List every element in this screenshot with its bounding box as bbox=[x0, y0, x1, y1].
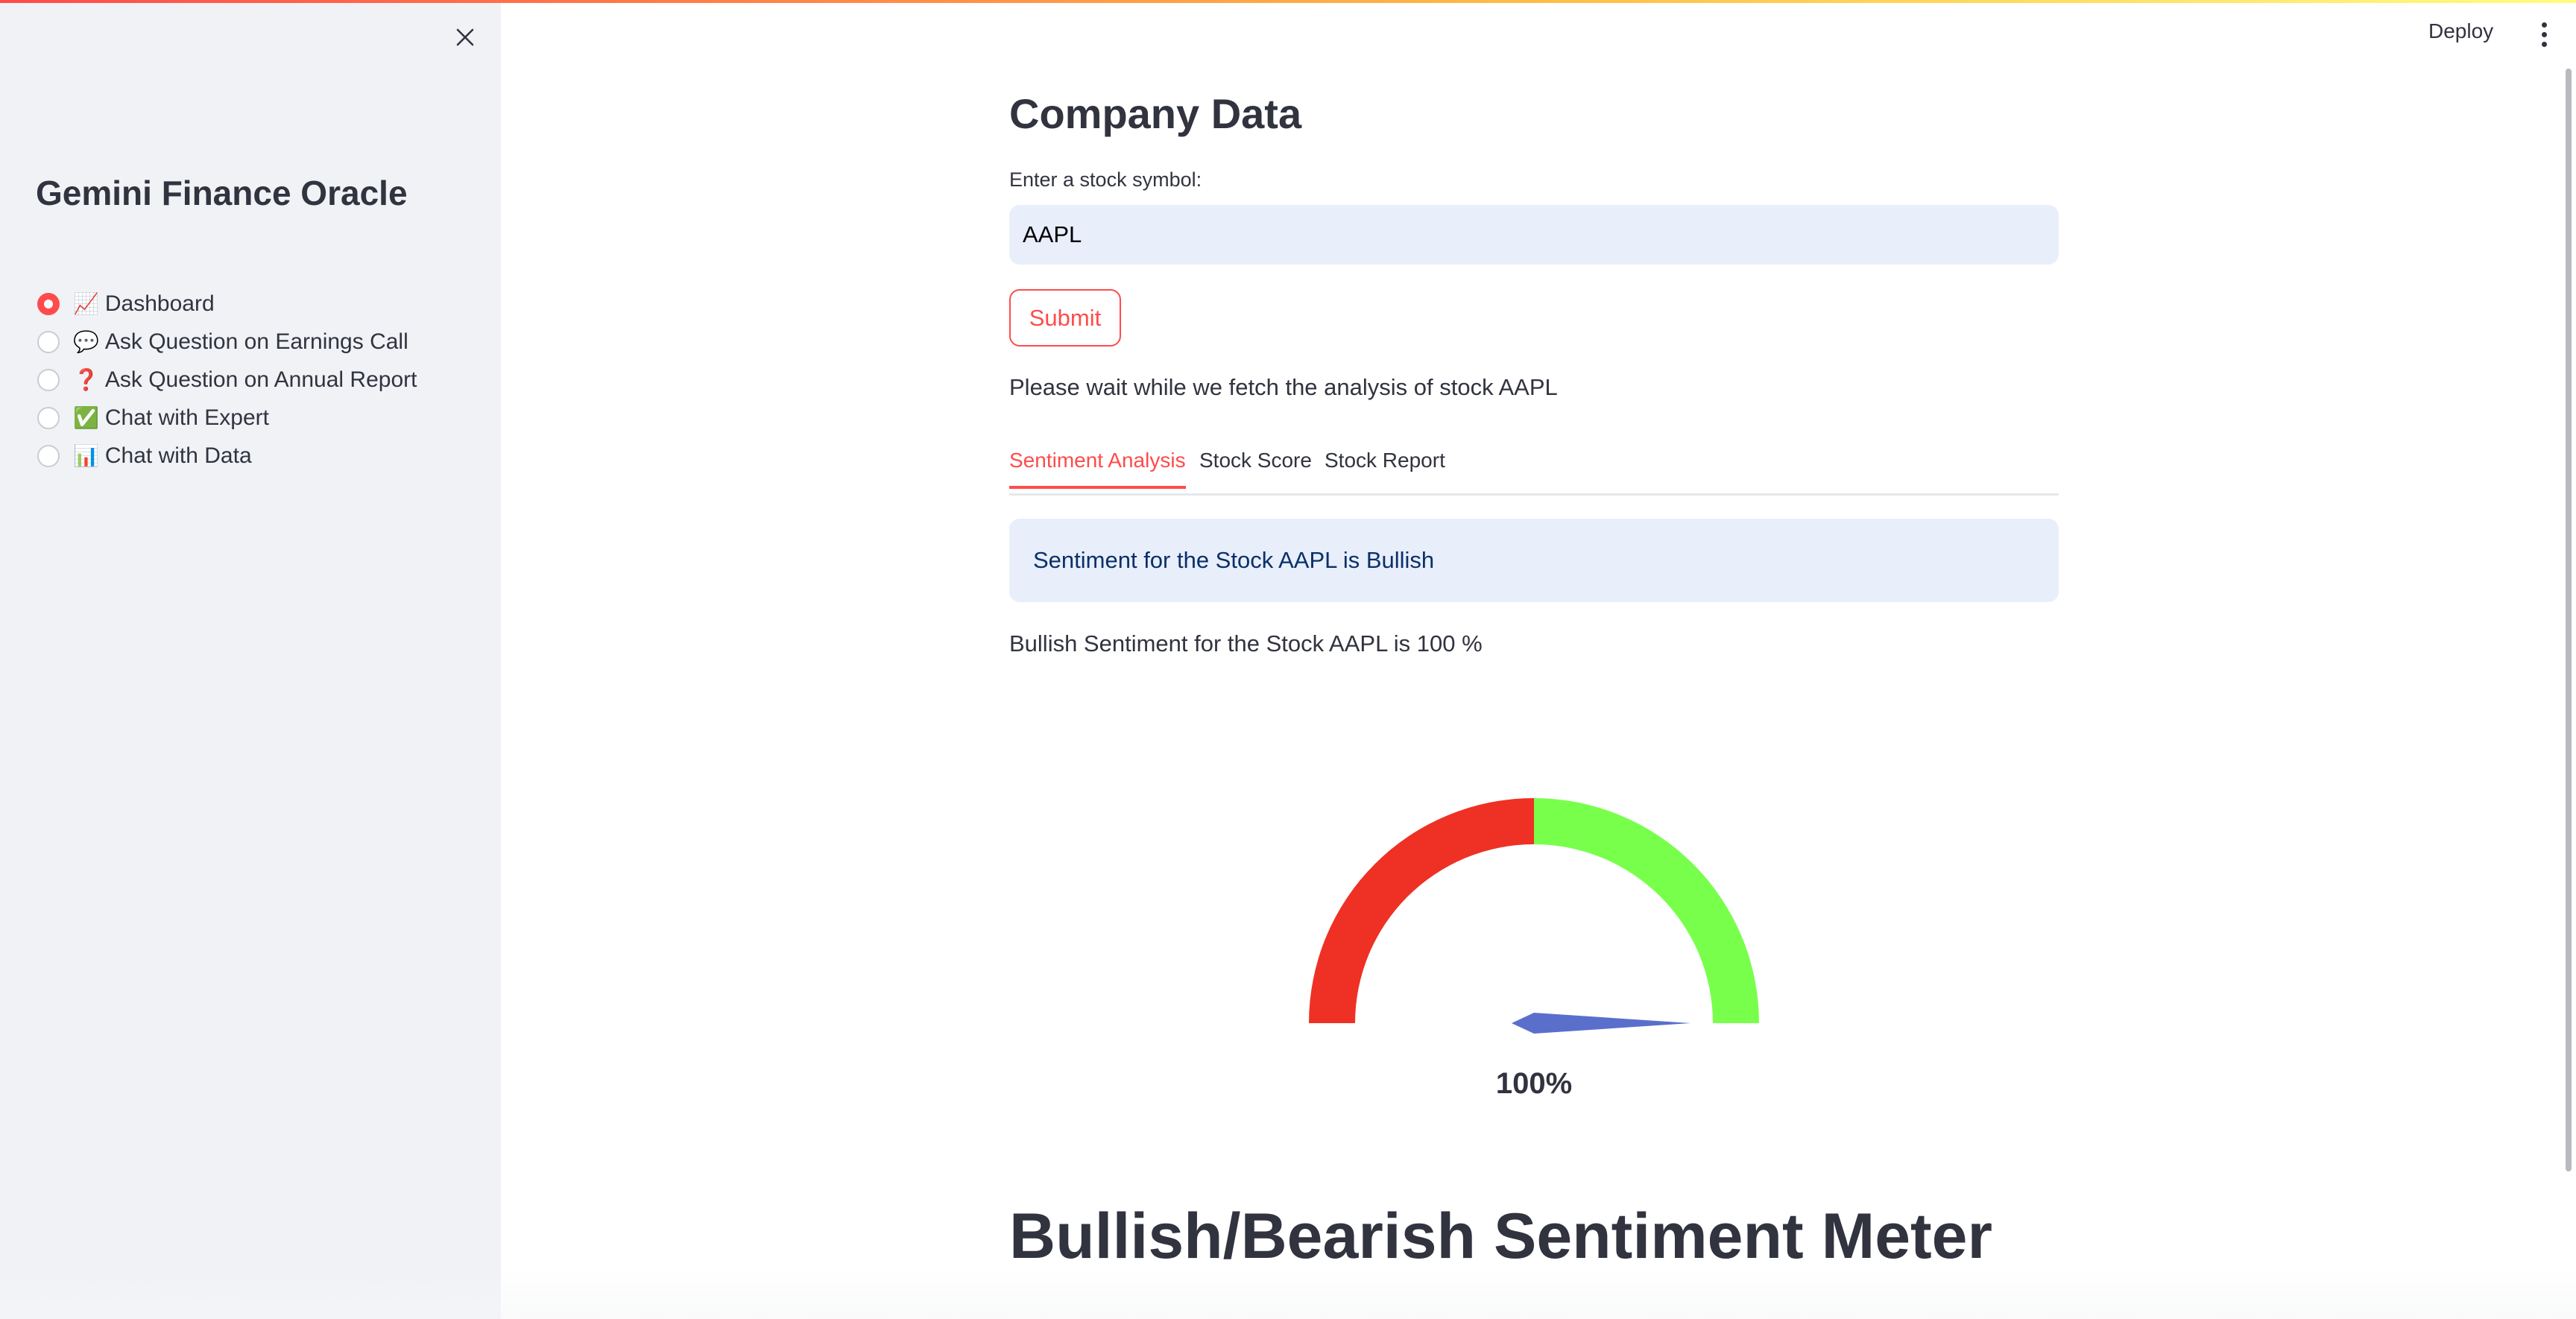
speech-bubble-icon: 💬 bbox=[73, 330, 99, 353]
gauge-bullish-arc bbox=[1534, 798, 1759, 1023]
question-mark-icon: ❓ bbox=[73, 368, 99, 391]
radio-button[interactable] bbox=[37, 292, 60, 315]
nav-item-annual-report[interactable]: ❓ Ask Question on Annual Report bbox=[37, 361, 417, 399]
check-mark-icon: ✅ bbox=[73, 406, 99, 429]
nav-item-dashboard[interactable]: 📈 Dashboard bbox=[37, 285, 417, 323]
radio-button[interactable] bbox=[37, 330, 60, 353]
sentiment-info-text: Sentiment for the Stock AAPL is Bullish bbox=[1033, 547, 1435, 573]
gauge-value-label: 100% bbox=[1496, 1067, 1572, 1100]
gauge-bearish-arc bbox=[1309, 798, 1534, 1023]
nav-item-label: Ask Question on Earnings Call bbox=[104, 329, 408, 354]
scrollbar[interactable] bbox=[2566, 69, 2572, 1171]
dot bbox=[2541, 22, 2547, 28]
sidebar: Gemini Finance Oracle 📈 Dashboard 💬 Ask … bbox=[0, 0, 501, 1319]
nav-item-label: Chat with Expert bbox=[104, 405, 269, 430]
close-icon bbox=[456, 28, 474, 46]
tab-bar: Sentiment Analysis Stock Score Stock Rep… bbox=[1009, 444, 2059, 496]
tab-stock-score[interactable]: Stock Score bbox=[1199, 449, 1312, 472]
nav-item-chat-expert[interactable]: ✅ Chat with Expert bbox=[37, 399, 417, 437]
nav-item-chat-data[interactable]: 📊 Chat with Data bbox=[37, 437, 417, 475]
bullish-percentage-text: Bullish Sentiment for the Stock AAPL is … bbox=[1009, 630, 1483, 657]
nav-item-label: Chat with Data bbox=[104, 443, 252, 468]
page-navigation: 📈 Dashboard 💬 Ask Question on Earnings C… bbox=[37, 285, 417, 475]
sentiment-gauge: 100% bbox=[1309, 798, 1759, 1100]
gauge-needle bbox=[1512, 1013, 1690, 1034]
nav-item-earnings-call[interactable]: 💬 Ask Question on Earnings Call bbox=[37, 323, 417, 361]
tab-stock-report[interactable]: Stock Report bbox=[1325, 449, 1445, 472]
main-menu-button[interactable] bbox=[2533, 18, 2555, 51]
radio-button[interactable] bbox=[37, 406, 60, 429]
page-title: Company Data bbox=[1009, 90, 1302, 137]
sentiment-meter-title: Bullish/Bearish Sentiment Meter bbox=[1009, 1201, 1992, 1272]
top-decoration-bar bbox=[0, 0, 2576, 3]
nav-item-label: Dashboard bbox=[104, 291, 215, 316]
app-title: Gemini Finance Oracle bbox=[36, 174, 408, 212]
chart-increasing-icon: 📈 bbox=[73, 292, 99, 315]
tab-sentiment-analysis[interactable]: Sentiment Analysis bbox=[1009, 449, 1186, 489]
bar-chart-icon: 📊 bbox=[73, 444, 99, 467]
stock-symbol-label: Enter a stock symbol: bbox=[1009, 168, 1202, 191]
radio-button[interactable] bbox=[37, 444, 60, 467]
nav-item-label: Ask Question on Annual Report bbox=[104, 367, 417, 392]
deploy-button[interactable]: Deploy bbox=[2428, 19, 2494, 42]
close-sidebar-button[interactable] bbox=[444, 19, 486, 55]
dot bbox=[2541, 41, 2547, 47]
submit-button[interactable]: Submit bbox=[1009, 289, 1121, 347]
sentiment-info-box: Sentiment for the Stock AAPL is Bullish bbox=[1009, 519, 2059, 602]
radio-button[interactable] bbox=[37, 368, 60, 391]
dot bbox=[2541, 31, 2547, 37]
status-message: Please wait while we fetch the analysis … bbox=[1009, 374, 1558, 400]
stock-symbol-input[interactable] bbox=[1009, 205, 2059, 265]
